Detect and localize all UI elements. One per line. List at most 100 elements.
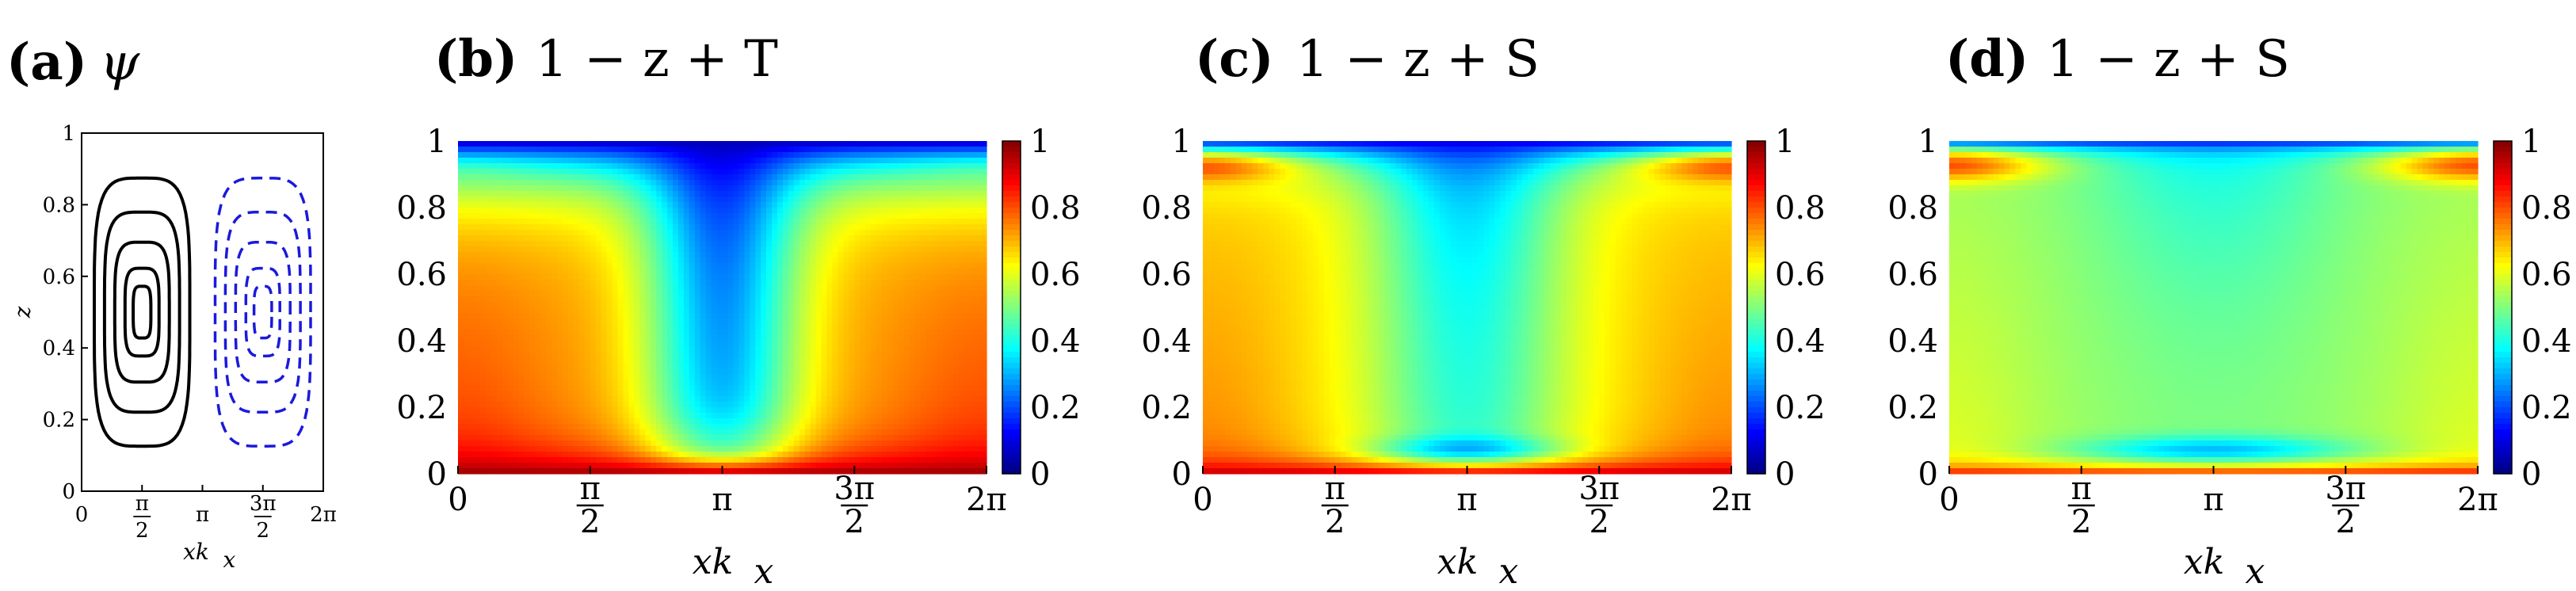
panel-b-cell <box>563 357 569 364</box>
panel-b-cell <box>485 307 492 314</box>
panel-b-cell <box>782 174 789 181</box>
panel-b-cell <box>507 313 514 319</box>
panel-b-cell <box>540 180 547 186</box>
panel-b-cell <box>458 152 464 158</box>
panel-b-cell <box>782 374 789 380</box>
panel-b-cell <box>826 413 834 419</box>
panel-b-cell <box>793 418 800 425</box>
panel-b-cell <box>914 330 922 336</box>
panel-b-cell <box>563 341 569 347</box>
panel-b-cell <box>567 169 574 175</box>
panel-b-cell <box>590 352 597 358</box>
panel-b-cell <box>892 385 899 391</box>
panel-b-cell <box>843 374 849 380</box>
panel-b-cell <box>677 141 685 147</box>
panel-b-cell <box>914 296 922 303</box>
panel-b-cell <box>513 185 520 192</box>
panel-b-cell <box>761 368 767 375</box>
panel-b-cell <box>529 152 536 158</box>
panel-b-cell <box>639 202 646 208</box>
panel-b-cell <box>535 291 541 297</box>
panel-b-cell <box>843 147 849 153</box>
panel-b-cell <box>672 235 679 242</box>
panel-b-cell <box>474 302 481 308</box>
panel-b-cell <box>761 141 767 147</box>
panel-b-cell <box>485 368 492 375</box>
panel-b-cell <box>914 385 922 391</box>
panel-b-cell <box>942 302 948 308</box>
panel-b-cell <box>937 385 944 391</box>
panel-b-cell <box>700 252 707 258</box>
panel-b-cell <box>970 291 976 297</box>
panel-b-cell <box>761 246 767 253</box>
panel-b-cell <box>617 152 624 158</box>
panel-b-cell <box>606 357 613 364</box>
panel-b-cell <box>860 274 866 280</box>
panel-b-cell <box>810 368 817 375</box>
panel-b-cell <box>782 246 789 253</box>
panel-b-cell <box>617 213 624 219</box>
panel-b-cell <box>595 424 602 430</box>
panel-b-cell <box>925 191 933 197</box>
panel-b-cell <box>485 418 492 425</box>
panel-b-cell <box>959 291 965 297</box>
panel-b-cell <box>909 418 916 425</box>
panel-b-cell <box>744 230 750 236</box>
panel-b-cell <box>651 191 657 197</box>
panel-b-cell <box>854 213 861 219</box>
panel-b-cell <box>628 307 635 314</box>
panel-b-cell <box>474 424 481 430</box>
panel-b-cell <box>964 158 971 164</box>
panel-b-cell <box>804 385 811 391</box>
panel-b-cell <box>689 402 696 408</box>
panel-b-cell <box>705 391 712 397</box>
panel-b-cell <box>535 413 541 419</box>
panel-b-cell <box>651 224 657 231</box>
panel-b-cell <box>507 379 514 386</box>
panel-b-cell <box>612 413 619 419</box>
panel-b-cell <box>628 363 635 369</box>
panel-b-cell <box>953 296 960 303</box>
panel-b-cell <box>584 335 591 341</box>
panel-b-cell <box>662 357 668 364</box>
panel-b-cell <box>772 357 778 364</box>
panel-b-cell <box>540 219 547 225</box>
panel-b-cell <box>683 219 690 225</box>
panel-b-cell <box>777 269 784 275</box>
panel-b-cell <box>557 296 563 303</box>
panel-b-cell <box>788 296 795 303</box>
panel-b-cell <box>667 180 674 186</box>
panel-b-cell <box>871 418 877 425</box>
panel-b-cell <box>843 174 849 181</box>
panel-b-cell <box>557 402 563 408</box>
panel-b-cell <box>727 213 734 219</box>
panel-b-cell <box>788 285 795 292</box>
panel-b-cell <box>518 285 525 292</box>
panel-b-cell <box>639 269 646 275</box>
panel-b-cell <box>573 280 580 286</box>
panel-b-cell <box>964 180 971 186</box>
panel-b-cell <box>914 363 922 369</box>
panel-b-cell <box>898 363 905 369</box>
panel-b-cell <box>468 357 475 364</box>
panel-b-cell <box>612 374 619 380</box>
panel-b-cell <box>793 341 800 347</box>
panel-b-cell <box>722 407 729 414</box>
panel-b-cell <box>815 385 822 391</box>
panel-b-cell <box>711 213 718 219</box>
panel-b-cell <box>925 224 933 231</box>
panel-b-cell <box>761 241 767 247</box>
panel-b-cell <box>705 252 712 258</box>
panel-b-cell <box>705 324 712 330</box>
panel-b-cell <box>623 230 629 236</box>
panel-b-cell <box>479 230 487 236</box>
panel-b-cell <box>711 285 718 292</box>
panel-b-cell <box>711 235 718 242</box>
panel-b-cell <box>474 418 481 425</box>
panel-b-cell <box>513 402 520 408</box>
panel-b-cell <box>672 163 679 170</box>
panel-b-cell <box>948 341 954 347</box>
panel-b-cell <box>606 285 613 292</box>
panel-b-cell <box>557 413 563 419</box>
panel-b-cell <box>546 241 552 247</box>
